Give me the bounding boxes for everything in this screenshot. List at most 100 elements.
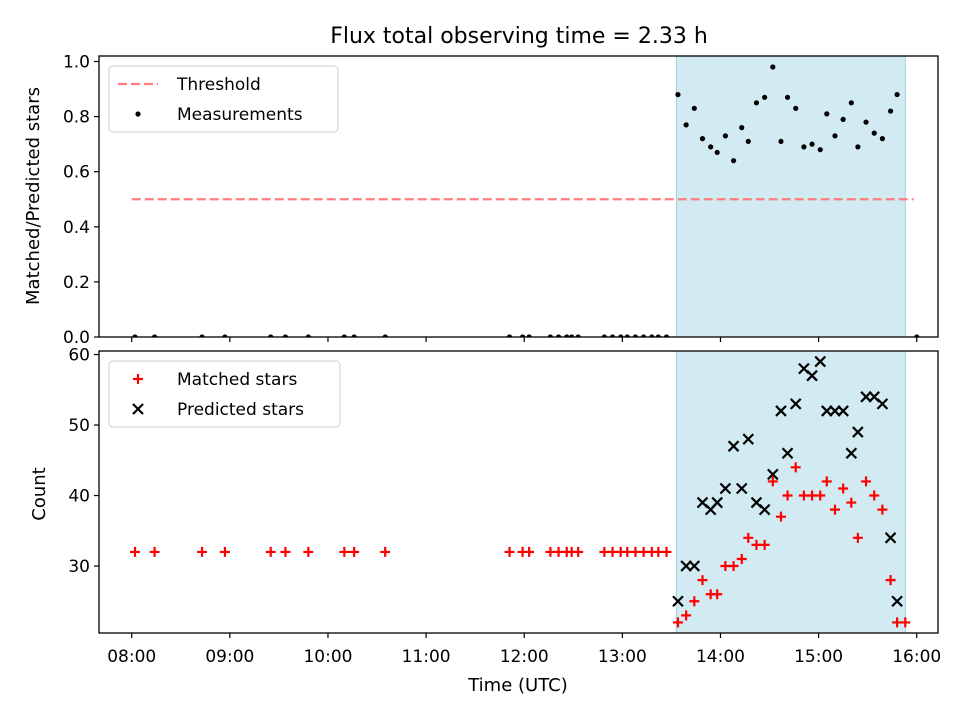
top-y-tick-label: 0.6 — [63, 163, 90, 183]
bottom-panel: 30 40 50 60 08:00 09:00 10:00 11:00 12:00 13:00 14… — [68, 346, 941, 667]
measurement-point — [753, 100, 760, 106]
measurement-point — [894, 91, 900, 98]
predicted-star-point — [672, 595, 684, 608]
bottom-series-1 — [672, 355, 903, 608]
bottom-plot-area — [129, 351, 911, 633]
matched-star-point — [504, 546, 515, 557]
matched-star-point — [573, 546, 584, 557]
predicted-star-point — [727, 440, 740, 452]
predicted-star-point — [806, 369, 818, 382]
predicted-star-point — [852, 426, 864, 438]
top-legend: Threshold Measurements — [108, 65, 339, 133]
matched-star-point — [869, 490, 880, 501]
matched-star-point — [712, 589, 723, 600]
bottom-y-tick-label: 30 — [68, 557, 90, 577]
legend-matched-swatch — [133, 374, 143, 384]
matched-star-point — [681, 610, 692, 621]
bottom-series-0 — [129, 462, 911, 628]
predicted-star-point — [719, 482, 732, 495]
matched-star-point — [339, 546, 350, 557]
matched-star-point — [265, 546, 276, 557]
measurement-point — [848, 100, 854, 106]
bottom-y-tick-label: 60 — [68, 346, 90, 366]
x-tick-label: 13:00 — [598, 647, 647, 667]
measurement-point — [730, 158, 737, 164]
legend-box — [108, 65, 339, 133]
predicted-star-point — [845, 447, 858, 460]
predicted-star-point — [789, 398, 802, 410]
measurement-point — [778, 138, 784, 145]
predicted-star-point — [767, 468, 779, 481]
bottom-y-axis-label: Count — [29, 467, 50, 520]
matched-star-point — [197, 546, 208, 557]
x-axis-label: Time (UTC) — [467, 675, 568, 696]
measurement-point — [817, 147, 823, 153]
predicted-star-point — [742, 433, 755, 445]
matched-star-point — [759, 539, 770, 550]
top-y-tick-label: 0.8 — [63, 108, 90, 128]
matched-star-point — [877, 504, 888, 515]
measurement-point — [887, 108, 894, 114]
bottom-y-tick-label: 50 — [68, 416, 90, 436]
matched-star-point — [743, 532, 754, 543]
measurement-point — [745, 138, 751, 145]
matched-star-point — [303, 546, 314, 557]
matched-star-point — [767, 476, 778, 487]
matched-star-point — [852, 532, 863, 543]
x-tick-label: 16:00 — [892, 647, 941, 667]
matched-star-point — [524, 546, 535, 557]
legend-label: Matched stars — [177, 370, 297, 390]
measurement-point — [809, 141, 815, 147]
matched-star-point — [815, 490, 826, 501]
measurement-point — [699, 136, 706, 142]
x-tick-label: 10:00 — [303, 647, 352, 667]
measurement-point — [722, 133, 728, 139]
x-tick-label: 15:00 — [794, 647, 843, 667]
matched-star-point — [697, 575, 708, 586]
legend-label: Threshold — [176, 75, 261, 95]
matched-star-point — [672, 617, 683, 628]
predicted-star-point — [711, 496, 723, 509]
top-shaded-span — [675, 56, 906, 337]
legend-measurement-swatch — [135, 111, 141, 117]
measurement-point — [863, 119, 869, 125]
measurement-point — [871, 130, 877, 136]
matched-star-point — [149, 546, 160, 557]
bottom-legend: Matched stars Predicted stars — [108, 360, 341, 428]
top-y-tick-label: 0.2 — [63, 273, 90, 293]
measurement-point — [683, 122, 689, 128]
x-tick-label: 08:00 — [107, 647, 156, 667]
predicted-star-point — [758, 503, 771, 516]
matched-star-point — [782, 490, 793, 501]
figure-title: Flux total observing time = 2.33 h — [330, 24, 708, 49]
predicted-star-point — [876, 398, 889, 410]
matched-star-point — [790, 462, 801, 473]
measurement-point — [793, 105, 799, 111]
matched-star-point — [728, 561, 739, 572]
top-y-tick-label: 0.4 — [63, 218, 90, 238]
predicted-star-point — [837, 405, 849, 417]
measurement-point — [714, 149, 720, 156]
matched-star-point — [219, 546, 230, 557]
matched-star-point — [885, 575, 896, 586]
measurement-point — [832, 133, 838, 139]
matched-star-point — [829, 504, 840, 515]
matched-star-point — [736, 553, 747, 564]
matched-star-point — [821, 476, 832, 487]
top-y-axis-label: Matched/Predicted stars — [23, 87, 44, 305]
predicted-star-point — [814, 355, 827, 368]
measurement-point — [708, 144, 714, 150]
predicted-star-point — [688, 560, 701, 572]
predicted-star-point — [884, 532, 897, 544]
matched-star-point — [689, 596, 700, 607]
matched-star-point — [900, 617, 911, 628]
measurement-point — [691, 105, 697, 111]
legend-box — [108, 360, 341, 428]
predicted-star-point — [775, 405, 787, 417]
top-panel: 0.0 0.2 0.4 0.6 0.8 1.0 Threshold Measurements — [63, 53, 939, 348]
top-y-tick-label: 0.0 — [63, 328, 90, 348]
predicted-star-point — [891, 595, 903, 608]
legend-predicted-swatch — [132, 403, 144, 415]
matched-star-point — [661, 546, 672, 557]
